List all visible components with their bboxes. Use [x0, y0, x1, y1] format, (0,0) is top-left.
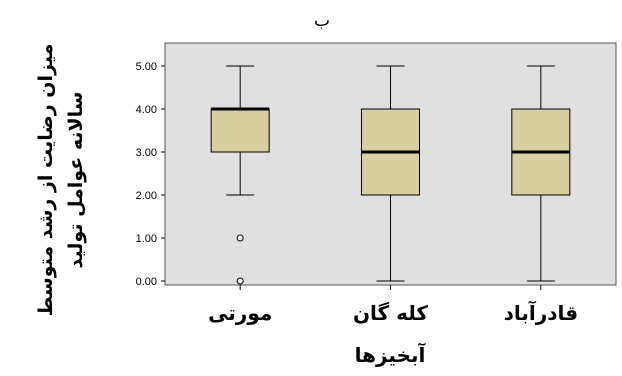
y-tick-label: 1.00	[136, 233, 157, 245]
y-tick-label: 0.00	[136, 276, 157, 288]
y-tick-label: 2.00	[136, 190, 157, 202]
y-tick-label: 4.00	[136, 104, 157, 116]
outlier-point	[236, 234, 244, 242]
y-axis: 0.00 1.00 2.00 3.00 4.00 5.00	[136, 61, 165, 288]
box-series	[210, 65, 571, 290]
x-tick-label: مورتی	[208, 301, 272, 325]
box	[210, 108, 270, 153]
x-axis-title: آبخیزها	[355, 342, 427, 367]
outlier-point	[236, 277, 244, 285]
x-tick-label: کله گان	[353, 301, 428, 325]
y-axis-title-line-1: میزان رضایت از رشد متوسط	[35, 44, 57, 317]
y-tick-label: 3.00	[136, 147, 157, 159]
y-tick-label: 5.00	[136, 61, 157, 73]
x-tick-label: قادرآباد	[504, 300, 579, 325]
chart-title: ب	[314, 11, 330, 31]
y-axis-title-line-2: سالانه عوامل تولید	[65, 92, 87, 269]
x-axis-labels: مورتی کله گان قادرآباد	[208, 300, 578, 325]
